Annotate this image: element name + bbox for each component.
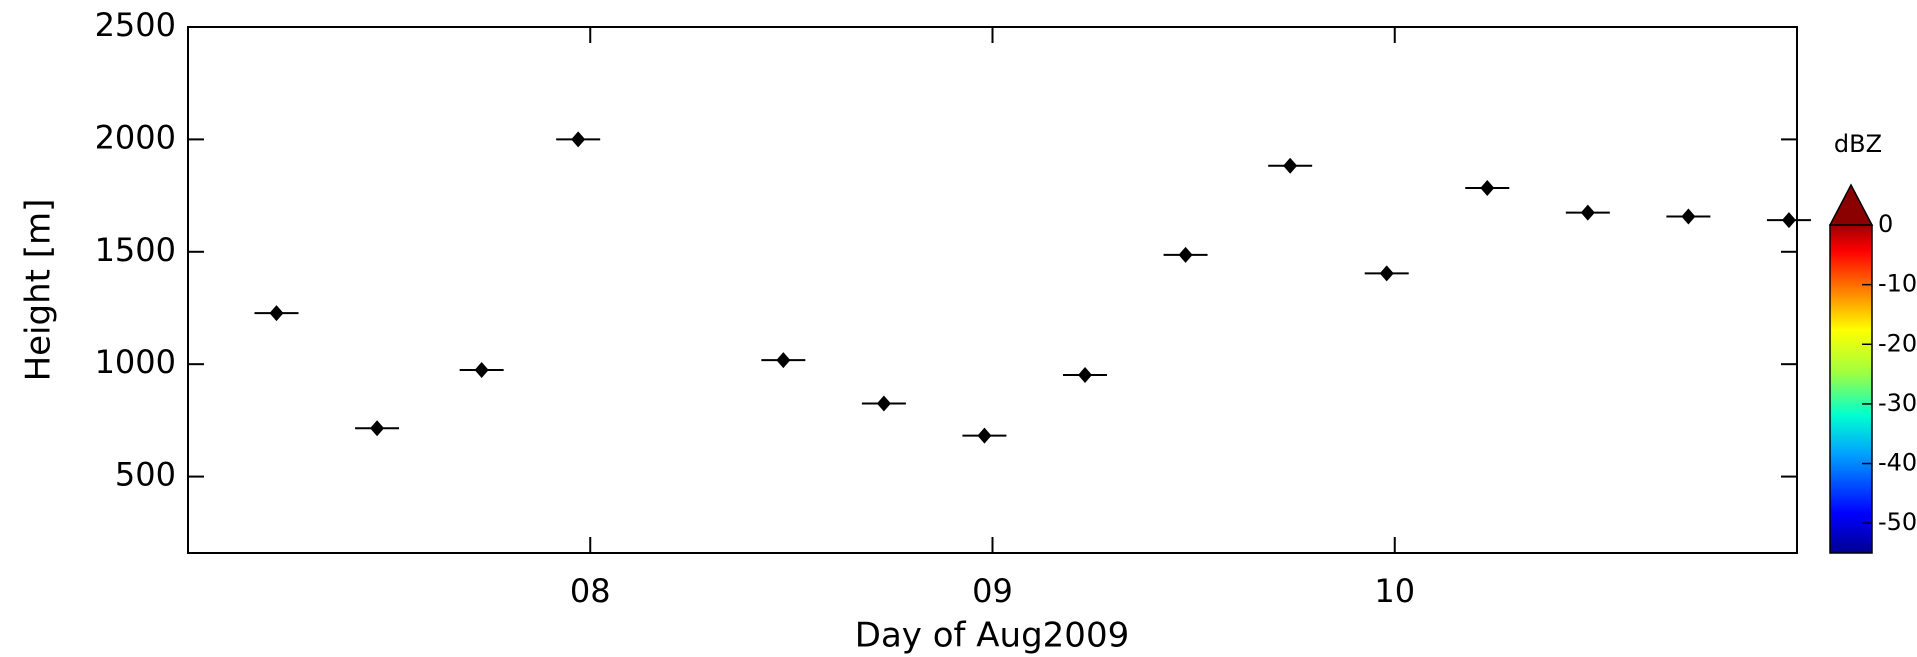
colorbar [1829, 224, 1873, 554]
y-tick-label: 500 [115, 456, 176, 494]
y-tick-label: 2500 [95, 6, 176, 44]
plot-frame [187, 26, 1798, 554]
colorbar-tick-label: -10 [1878, 270, 1917, 298]
colorbar-label: dBZ [1834, 130, 1882, 158]
point [571, 131, 586, 148]
point [1781, 212, 1796, 229]
point [370, 420, 385, 437]
x-tick-label: 10 [1374, 572, 1415, 610]
point [1379, 265, 1394, 282]
point [1681, 208, 1696, 225]
y-tick-label: 1000 [95, 343, 176, 381]
point [1078, 366, 1093, 383]
point [1580, 204, 1595, 221]
point [977, 427, 992, 444]
y-tick-label: 1500 [95, 231, 176, 269]
x-tick-label: 09 [972, 572, 1013, 610]
colorbar-tick-label: -20 [1878, 329, 1917, 357]
x-axis-label: Day of Aug2009 [855, 616, 1129, 656]
colorbar-tick-label: -30 [1878, 389, 1917, 417]
point [474, 362, 489, 379]
point [1178, 246, 1193, 263]
x-tick-label: 08 [570, 572, 611, 610]
colorbar-tick-label: -40 [1878, 449, 1917, 477]
y-tick-label: 2000 [95, 118, 176, 156]
point [1283, 157, 1298, 174]
point [1480, 179, 1495, 196]
point [876, 395, 891, 412]
point [776, 352, 791, 369]
colorbar-tick-label: -50 [1878, 508, 1917, 536]
y-axis-label: Height [m] [19, 199, 59, 382]
colorbar-extend-arrow [1828, 183, 1874, 226]
point [269, 305, 284, 322]
colorbar-tick-label: 0 [1878, 210, 1893, 238]
